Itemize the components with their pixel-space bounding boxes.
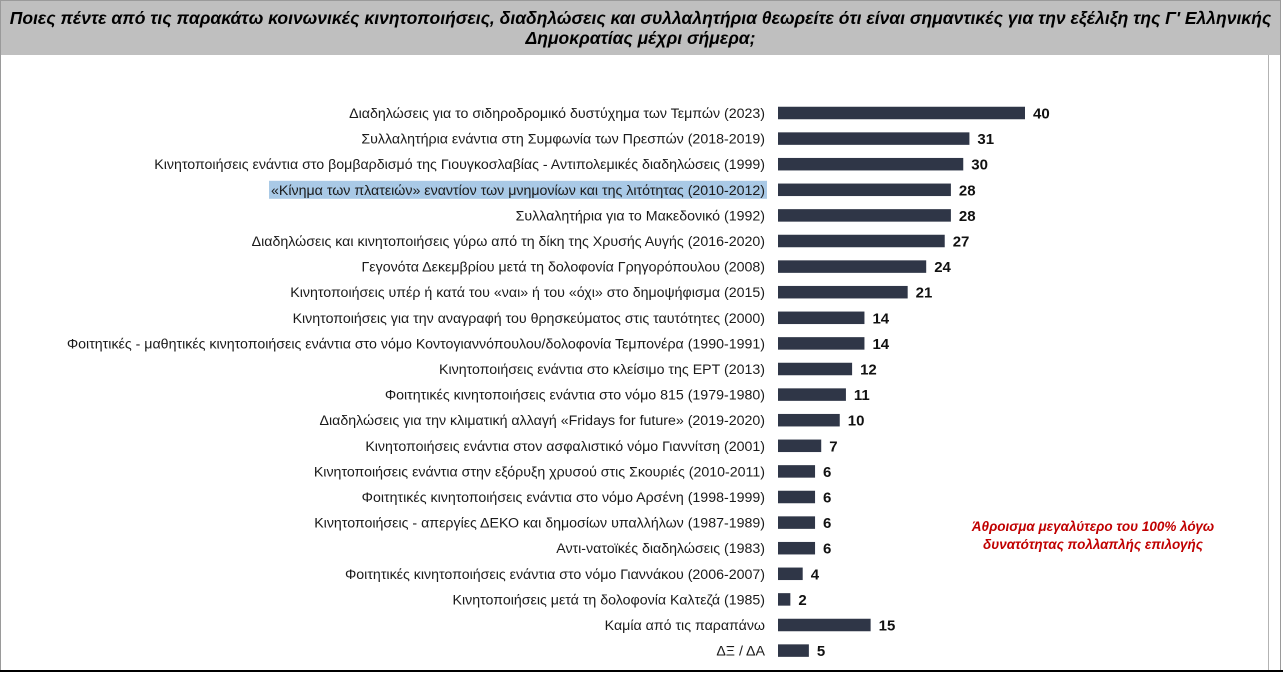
value-label: 14 xyxy=(872,336,889,353)
value-label: 24 xyxy=(934,259,951,276)
category-label: Κινητοποιήσεις για την αναγραφή του θρησ… xyxy=(293,311,765,327)
value-label: 12 xyxy=(860,362,877,379)
bar xyxy=(778,465,816,478)
value-label: 27 xyxy=(953,234,970,251)
bar xyxy=(778,362,853,376)
value-label: 10 xyxy=(848,413,865,430)
value-label: 28 xyxy=(959,208,976,225)
bar xyxy=(778,413,840,427)
value-label: 14 xyxy=(872,310,889,327)
bar xyxy=(778,183,951,197)
category-label: ΔΞ / ΔΑ xyxy=(716,644,765,660)
value-label: 6 xyxy=(823,515,831,532)
value-label: 31 xyxy=(977,131,994,148)
value-label: 6 xyxy=(823,464,831,481)
value-label: 2 xyxy=(798,592,806,609)
category-labels: Διαδηλώσεις για το σιδηροδρομικό δυστύχη… xyxy=(67,106,766,660)
title-bar: Ποιες πέντε από τις παρακάτω κοινωνικές … xyxy=(1,1,1280,55)
category-label: Συλλαλητήρια ενάντια στη Συμφωνία των Πρ… xyxy=(361,132,765,148)
category-label: Διαδηλώσεις για την κλιματική αλλαγή «Fr… xyxy=(320,413,765,429)
category-label: Κινητοποιήσεις ενάντια στο κλείσιμο της … xyxy=(439,362,765,378)
bar xyxy=(778,209,951,222)
highlight-layer xyxy=(269,180,767,199)
category-label: Φοιτητικές κινητοποιήσεις ενάντια στο νό… xyxy=(385,388,765,404)
chart-title: Ποιες πέντε από τις παρακάτω κοινωνικές … xyxy=(9,8,1272,48)
bar xyxy=(778,567,803,581)
value-label: 5 xyxy=(817,643,825,660)
bar xyxy=(778,541,816,555)
value-label: 15 xyxy=(879,618,896,635)
category-label: Κινητοποιήσεις ενάντια στην εξόρυξη χρυσ… xyxy=(314,464,765,480)
value-label: 28 xyxy=(959,182,976,199)
bar xyxy=(778,516,816,529)
category-label: Κινητοποιήσεις ενάντια στον ασφαλιστικό … xyxy=(365,439,765,455)
bar xyxy=(778,490,816,504)
bar xyxy=(778,337,865,350)
bar xyxy=(778,157,964,171)
value-label: 21 xyxy=(916,285,933,302)
bar xyxy=(778,285,908,299)
bar xyxy=(778,618,871,632)
category-label: Κινητοποιήσεις υπέρ ή κατά του «ναι» ή τ… xyxy=(290,285,765,301)
bar xyxy=(778,388,846,401)
value-label: 6 xyxy=(823,490,831,507)
bar xyxy=(778,311,865,325)
category-label: Κινητοποιήσεις - απεργίες ΔΕΚΟ και δημοσ… xyxy=(314,516,765,532)
category-label: Κινητοποιήσεις μετά τη δολοφονία Καλτεζά… xyxy=(453,592,765,608)
category-label: Διαδηλώσεις για το σιδηροδρομικό δυστύχη… xyxy=(349,106,765,122)
bar xyxy=(778,106,1025,120)
category-label: Φοιτητικές κινητοποιήσεις ενάντια στο νό… xyxy=(362,490,765,506)
category-label: Καμία από τις παραπάνω xyxy=(605,618,765,634)
value-label: 30 xyxy=(971,157,988,174)
bottom-divider xyxy=(0,670,1283,672)
text-highlight xyxy=(269,180,767,199)
bar xyxy=(778,132,970,145)
value-label: 7 xyxy=(829,438,837,455)
category-label: Φοιτητικές κινητοποιήσεις ενάντια στο νό… xyxy=(345,567,765,583)
category-label: Συλλαλητήρια για το Μακεδονικό (1992) xyxy=(516,208,765,224)
bar xyxy=(778,593,791,606)
chart-note: Άθροισμα μεγαλύτερο του 100% λόγω δυνατό… xyxy=(971,519,1215,552)
bar xyxy=(778,644,809,657)
bar xyxy=(778,260,927,273)
category-label: Γεγονότα Δεκεμβρίου μετά τη δολοφονία Γρ… xyxy=(361,260,765,276)
bar xyxy=(778,234,945,248)
bars xyxy=(778,106,1025,657)
value-label: 11 xyxy=(854,387,870,404)
category-label: Αντι-νατοϊκές διαδηλώσεις (1983) xyxy=(556,541,765,557)
category-label: Φοιτητικές - μαθητικές κινητοποιήσεις εν… xyxy=(67,336,765,352)
category-label: Κινητοποιήσεις ενάντια στο βομβαρδισμό τ… xyxy=(154,157,765,173)
bar xyxy=(778,439,822,453)
category-label: «Κίνημα των πλατειών» εναντίον των μνημο… xyxy=(271,183,765,199)
right-divider xyxy=(1268,55,1269,672)
category-label: Διαδηλώσεις και κινητοποιήσεις γύρω από … xyxy=(252,234,765,250)
value-label: 4 xyxy=(811,566,820,583)
value-label: 40 xyxy=(1033,106,1050,123)
value-label: 6 xyxy=(823,541,831,558)
